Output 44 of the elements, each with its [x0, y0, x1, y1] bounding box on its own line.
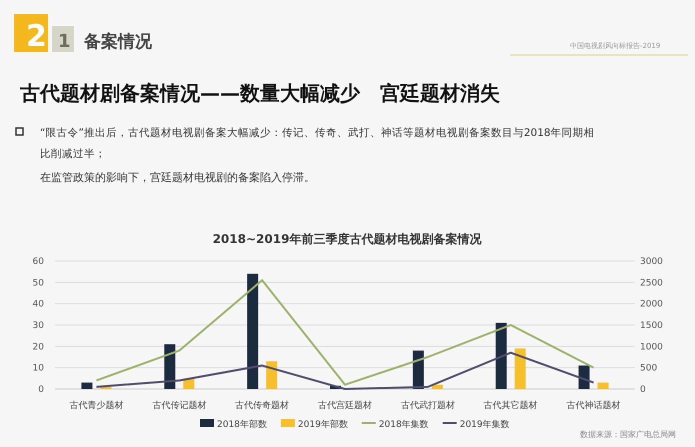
y2-tick-label: 2500 [640, 278, 664, 288]
bar [598, 382, 609, 389]
chart-title: 2018~2019年前三季度古代题材电视剧备案情况 [212, 232, 482, 246]
line-series [95, 279, 595, 386]
y-tick-label: 50 [32, 278, 44, 288]
y-tick-label: 0 [38, 385, 44, 395]
source-note: 数据来源：国家广电总局网 [580, 430, 676, 439]
y-tick-label: 20 [32, 342, 44, 352]
y-tick-label: 30 [32, 321, 44, 331]
bar [578, 366, 590, 389]
x-tick-label: 古代传奇题材 [235, 400, 290, 411]
y-tick-label: 40 [32, 300, 44, 310]
y2-tick-label: 0 [640, 385, 646, 395]
y2-tick-label: 1000 [640, 342, 664, 352]
bar [247, 274, 258, 389]
legend-label: 2019年部数 [298, 419, 348, 430]
x-tick-label: 古代传记题材 [152, 400, 206, 411]
y2-tick-label: 3000 [640, 257, 664, 267]
bar [266, 361, 278, 389]
x-tick-label: 古代宫廷题材 [318, 400, 372, 411]
y2-tick-label: 2000 [640, 300, 664, 310]
y2-tick-label: 500 [640, 364, 658, 374]
bar [496, 322, 507, 389]
legend-label: 2018年部数 [217, 419, 267, 430]
y-tick-label: 10 [32, 364, 44, 374]
bar [432, 384, 443, 389]
text: “限古令”推出后，古代题材电视剧备案大幅减少：传记、传奇、武打、神话等题材电视剧备案数目与2018年同期相比削减过半； [40, 126, 595, 160]
y2-tick-label: 1500 [640, 321, 664, 331]
legend-label: 2018年集数 [378, 419, 429, 430]
text: 在监管政策的影响下，宫廷题材电视剧的备案陷入停滞。 [40, 171, 315, 184]
y-tick-label: 60 [32, 257, 44, 267]
x-tick-label: 古代武打题材 [400, 400, 455, 411]
x-tick-label: 古代其它题材 [484, 400, 538, 411]
legend-label: 2019年集数 [460, 419, 510, 430]
bar [164, 344, 176, 389]
text: 备案情况 [83, 31, 153, 52]
x-tick-label: 古代青少题材 [69, 400, 124, 411]
bar [514, 348, 526, 389]
text: 2 [26, 19, 47, 54]
line-series [95, 352, 595, 390]
bar [81, 382, 92, 389]
x-tick-label: 古代神话题材 [566, 400, 621, 411]
text: 1 [58, 31, 71, 52]
text: 古代题材剧备案情况——数量大幅减少 宫廷题材消失 [19, 81, 500, 105]
